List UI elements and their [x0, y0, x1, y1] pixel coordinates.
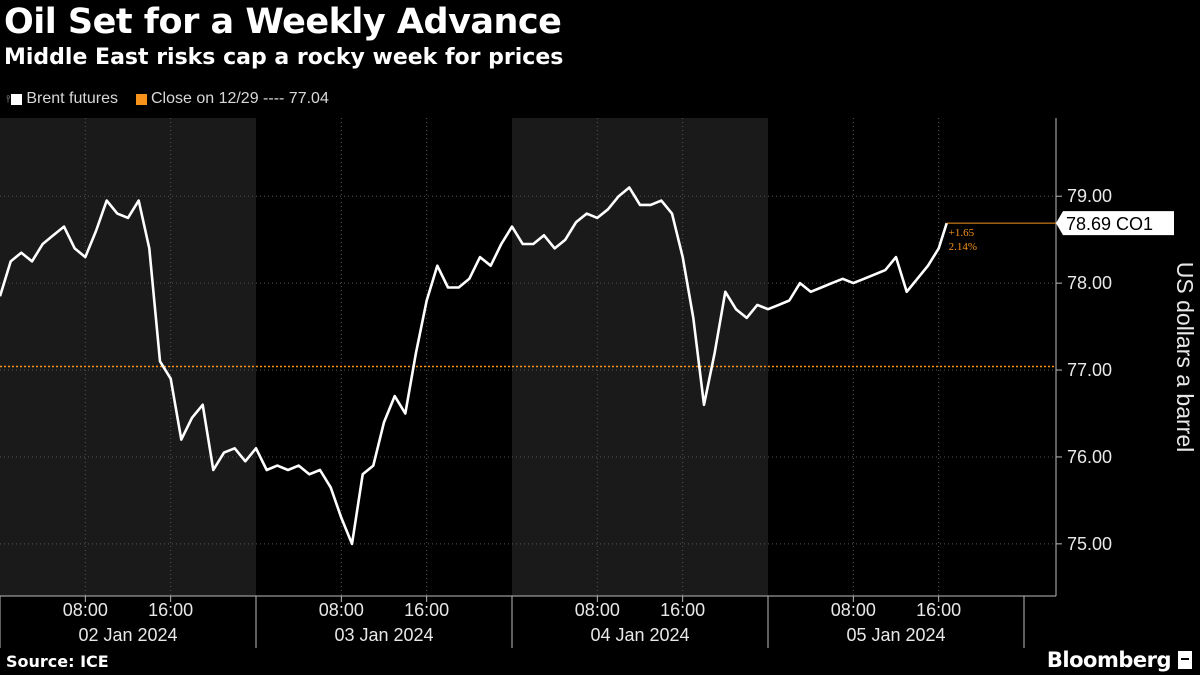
x-tick-time-label: 08:00	[831, 600, 876, 620]
x-tick-date-label: 03 Jan 2024	[334, 625, 433, 645]
legend-item-reference: Close on 12/29 ---- 77.04	[135, 90, 329, 108]
legend: ⫯ Brent futures Close on 12/29 ---- 77.0…	[6, 90, 347, 108]
source-note: Source: ICE	[6, 652, 109, 671]
y-tick-label: 78.00	[1067, 273, 1112, 293]
x-tick-time-label: 16:00	[660, 600, 705, 620]
y-tick-label: 75.00	[1067, 534, 1112, 554]
x-tick-time-label: 08:00	[575, 600, 620, 620]
legend-label-brent: Brent futures	[26, 90, 118, 107]
bloomberg-logo: Bloomberg	[1047, 648, 1192, 672]
change-percent: 2.14%	[949, 241, 977, 253]
y-tick-label: 77.00	[1067, 360, 1112, 380]
legend-label-reference: Close on 12/29 ---- 77.04	[150, 90, 329, 107]
y-tick-label: 76.00	[1067, 447, 1112, 467]
y-tick-label: 79.00	[1067, 186, 1112, 206]
last-price-marker: +1.65 2.14% 78.69 CO1	[946, 211, 1174, 253]
chart-subtitle: Middle East risks cap a rocky week for p…	[4, 45, 564, 70]
x-tick-time-label: 16:00	[148, 600, 193, 620]
x-tick-time-label: 08:00	[319, 600, 364, 620]
brent-price-line	[0, 186, 948, 546]
day-shade	[512, 118, 768, 596]
axes	[0, 118, 1057, 648]
x-tick-date-label: 02 Jan 2024	[78, 625, 177, 645]
y-tick-labels: 75.00 76.00 77.00 78.00 79.00	[1056, 186, 1112, 554]
brand-name: Bloomberg	[1046, 648, 1172, 672]
legend-swatch-orange	[135, 93, 147, 105]
x-tick-time-label: 08:00	[63, 600, 108, 620]
last-price-tag	[1056, 211, 1174, 236]
legend-item-brent: ⫯ Brent futures	[6, 90, 118, 108]
day-shading	[0, 118, 768, 596]
day-shade	[0, 118, 256, 596]
horizontal-gridlines	[0, 195, 1056, 545]
legend-swatch-white	[11, 93, 23, 105]
change-absolute: +1.65	[949, 227, 975, 239]
pin-icon: ⫯	[6, 93, 11, 105]
chart-title: Oil Set for a Weekly Advance	[4, 2, 562, 42]
x-tick-date-label: 04 Jan 2024	[590, 625, 689, 645]
y-axis-label: US dollars a barrel	[1172, 262, 1198, 452]
bloomberg-badge-icon	[1178, 651, 1192, 669]
x-tick-date-label: 05 Jan 2024	[846, 625, 945, 645]
x-tick-time-label: 16:00	[404, 600, 449, 620]
x-tick-labels: 08:00 16:00 08:00 16:00 08:00 16:00 08:00 16:00…	[63, 600, 961, 645]
last-price-label: 78.69 CO1	[1066, 214, 1153, 234]
x-tick-time-label: 16:00	[916, 600, 961, 620]
